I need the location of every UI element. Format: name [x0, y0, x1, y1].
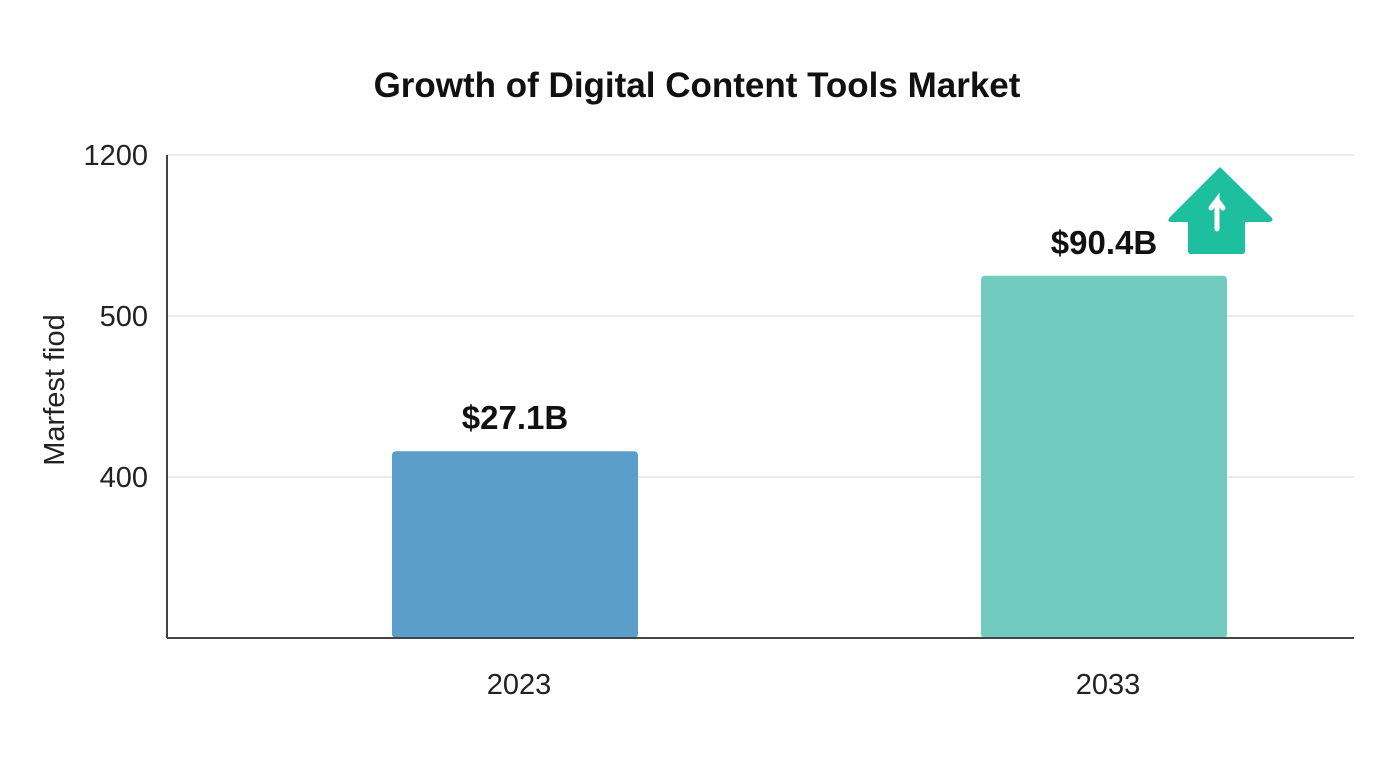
up-arrow-icon [1168, 167, 1273, 254]
y-tick-label: 400 [100, 462, 148, 494]
y-tick-label: 500 [100, 301, 148, 333]
bar-2033 [981, 275, 1227, 638]
bar-2023 [392, 451, 638, 638]
chart-title: Growth of Digital Content Tools Market [374, 66, 1021, 105]
x-tick-label: 2023 [487, 669, 552, 701]
x-tick-label: 2033 [1076, 669, 1141, 701]
data-label: $27.1B [462, 399, 568, 436]
y-axis-label: Marfest fiod [39, 314, 71, 466]
data-label: $90.4B [1051, 224, 1157, 261]
y-tick-label: 1200 [83, 140, 148, 172]
